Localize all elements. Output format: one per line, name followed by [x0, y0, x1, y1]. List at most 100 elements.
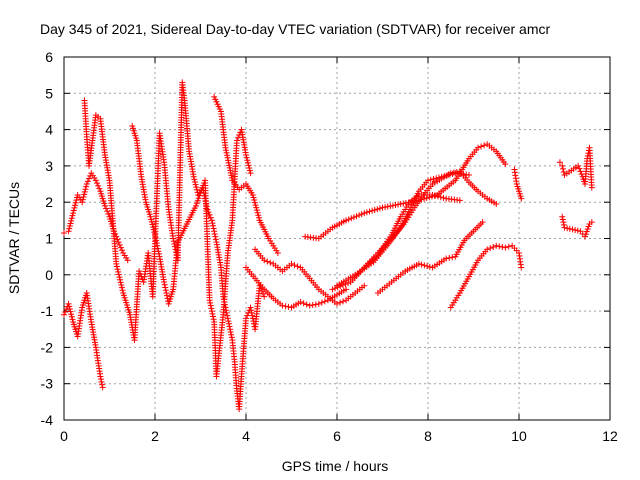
data-point-marker [415, 260, 422, 267]
data-point-marker [154, 242, 161, 249]
data-point-marker [264, 258, 271, 265]
data-point-marker [227, 328, 234, 335]
data-point-marker [249, 191, 256, 198]
data-point-marker [374, 206, 381, 213]
data-point-marker [560, 219, 567, 226]
data-point-marker [71, 204, 78, 211]
data-point-marker [247, 170, 254, 177]
data-point-marker [340, 298, 347, 305]
data-point-marker [440, 194, 447, 201]
data-point-marker [479, 219, 486, 226]
data-point-marker [152, 234, 159, 241]
data-point-marker [282, 303, 289, 310]
x-tick-label: 8 [424, 428, 432, 444]
data-point-marker [502, 244, 509, 251]
data-point-marker [207, 214, 214, 221]
data-point-marker [191, 176, 198, 183]
data-point-marker [190, 173, 197, 180]
data-point-marker [243, 315, 249, 322]
data-point-marker [124, 257, 131, 264]
data-point-marker [161, 279, 168, 286]
data-point-marker [564, 225, 571, 232]
data-point-marker [162, 287, 169, 294]
data-point-marker [339, 282, 346, 289]
data-point-marker [68, 313, 75, 320]
data-point-marker [334, 284, 341, 291]
data-point-marker [211, 228, 218, 235]
data-point-marker [253, 204, 260, 211]
data-point-marker [223, 309, 230, 316]
data-point-marker [581, 233, 588, 240]
data-point-marker [576, 165, 583, 172]
data-point-marker [426, 263, 433, 270]
data-point-marker [449, 254, 456, 261]
data-point-marker [66, 306, 73, 313]
x-tick-label: 12 [602, 428, 618, 444]
y-tick-label: 6 [45, 49, 53, 65]
data-point-marker [162, 284, 169, 291]
data-point-marker [572, 227, 579, 234]
data-point-marker [117, 279, 124, 286]
data-point-marker [288, 260, 295, 267]
data-point-marker [257, 285, 264, 292]
data-point-marker [518, 264, 525, 271]
data-point-marker [96, 185, 103, 192]
data-point-marker [400, 200, 407, 207]
data-point-marker [68, 311, 75, 318]
data-point-marker [161, 281, 168, 288]
data-point-marker [155, 248, 162, 255]
data-point-marker [300, 300, 307, 307]
data-point-marker [252, 202, 259, 209]
data-point-marker [235, 134, 242, 141]
data-point-marker [83, 181, 90, 188]
data-point-marker [65, 300, 72, 307]
data-point-marker [225, 318, 232, 325]
data-point-marker [430, 175, 437, 182]
data-point-marker [371, 206, 378, 213]
data-point-marker [345, 280, 352, 287]
y-tick-label: -4 [41, 412, 54, 428]
data-point-marker [153, 240, 160, 247]
data-point-marker [389, 202, 396, 209]
data-point-marker [446, 254, 453, 261]
data-point-marker [369, 207, 376, 214]
data-point-marker [559, 213, 566, 220]
data-point-marker [61, 311, 67, 318]
data-point-marker [248, 309, 255, 316]
data-point-marker [209, 310, 216, 317]
data-point-marker [559, 162, 566, 169]
data-point-marker [577, 168, 584, 175]
data-point-marker [493, 201, 500, 208]
data-point-marker [243, 154, 250, 161]
data-point-marker [435, 174, 442, 181]
data-point-marker [68, 217, 75, 224]
y-tick-label: 4 [45, 122, 53, 138]
data-point-marker [153, 237, 160, 244]
data-point-marker [251, 199, 258, 206]
data-point-marker [154, 245, 161, 252]
data-point-marker [66, 303, 73, 310]
data-point-marker [318, 299, 325, 306]
data-point-marker [227, 326, 234, 333]
data-point-marker [115, 271, 122, 278]
data-point-marker [98, 378, 105, 385]
data-point-marker [226, 164, 233, 171]
data-point-marker [343, 217, 350, 224]
data-point-marker [425, 177, 431, 184]
data-point-marker [246, 164, 253, 171]
data-point-marker [446, 171, 453, 178]
data-point-marker [560, 221, 567, 228]
data-point-marker [342, 281, 349, 288]
data-point-marker [437, 194, 444, 201]
y-axis-title: SDTVAR / TECUs [6, 182, 22, 294]
data-point-marker [358, 211, 365, 218]
data-point-marker [228, 334, 235, 341]
data-point-marker [93, 180, 100, 187]
data-point-marker [193, 184, 200, 191]
data-point-marker [397, 201, 404, 208]
data-point-marker [68, 215, 75, 222]
data-point-marker [249, 312, 256, 319]
x-tick-label: 6 [333, 428, 341, 444]
data-point-marker [255, 212, 262, 219]
